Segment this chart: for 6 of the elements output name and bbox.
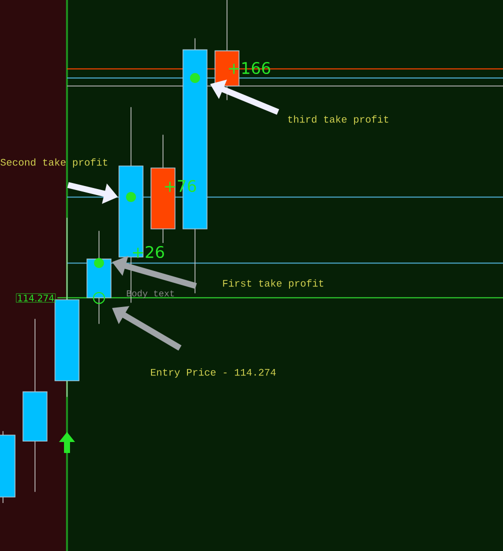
annotation: 114.274	[18, 294, 54, 302]
annotation: First take profit	[223, 279, 324, 289]
annotation: Entry Price - 114.274	[151, 368, 276, 378]
annotation: Second take profit	[0, 158, 108, 168]
annotation: +76	[164, 180, 196, 192]
text: third take profit	[288, 115, 388, 125]
